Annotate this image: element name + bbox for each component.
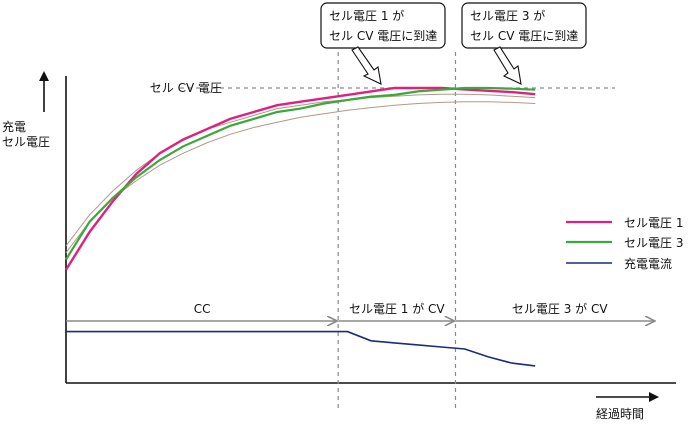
y-axis-label-line2: セル電圧	[2, 135, 50, 149]
phase-label-cc: CC	[194, 302, 211, 316]
other-cell-curve	[65, 93, 536, 247]
callout-cell3-line1: セル電圧 3 が	[470, 8, 545, 23]
phase-label-cell1-cv: セル電圧 1 が CV	[349, 301, 445, 316]
series-line-cell1	[64, 86, 536, 271]
callout-cell3-line2: セル CV 電圧に到達	[470, 29, 578, 43]
phase-label-cell3-cv: セル電圧 3 が CV	[512, 301, 608, 316]
legend: セル電圧 1 セル電圧 3 充電電流	[566, 216, 683, 271]
cv-level-label: セル CV 電圧	[150, 81, 222, 95]
legend-label-current: 充電電流	[624, 256, 672, 271]
other-cell-curve	[65, 101, 536, 254]
callout-pointer-cell3	[493, 46, 522, 85]
series-line-current	[66, 330, 536, 367]
series-line-cell3	[65, 86, 536, 261]
callout-cell3: セル電圧 3 が セル CV 電圧に到達	[461, 2, 587, 49]
callout-cell1-line2: セル CV 電圧に到達	[329, 29, 437, 43]
legend-label-cell3: セル電圧 3	[624, 236, 683, 250]
x-axis-label: 経過時間	[596, 407, 644, 421]
y-axis-label-line1: 充電	[2, 119, 26, 134]
callout-cell1-line1: セル電圧 1 が	[329, 8, 404, 23]
callout-pointer-cell1	[351, 46, 382, 85]
legend-label-cell1: セル電圧 1	[624, 216, 683, 230]
callout-cell1: セル電圧 1 が セル CV 電圧に到達	[320, 2, 446, 49]
